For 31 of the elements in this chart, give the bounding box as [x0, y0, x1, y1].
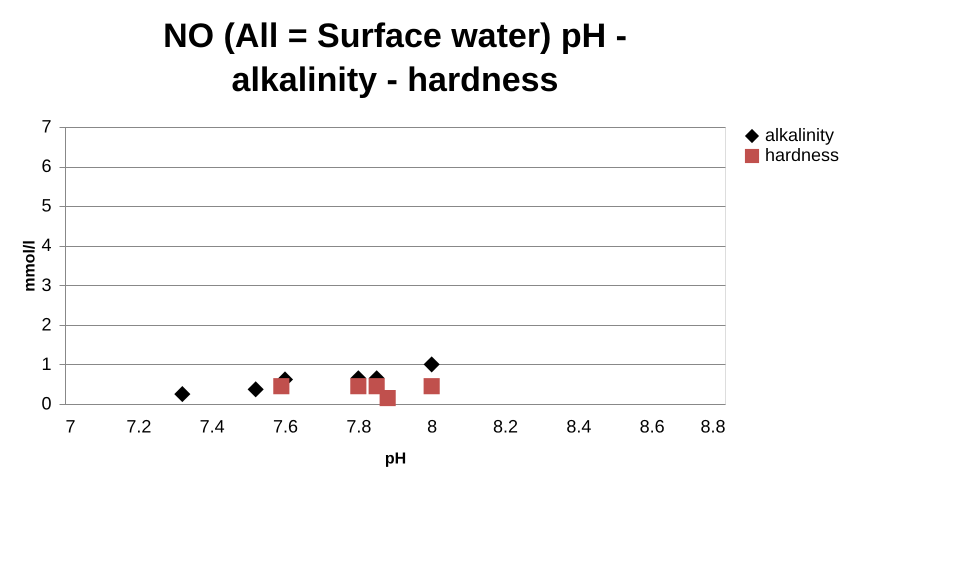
point	[273, 378, 290, 394]
x-tick-label: 7.2	[126, 416, 152, 436]
y-tick-label: 5	[41, 196, 52, 216]
legend-label: alkalinity	[765, 125, 834, 145]
x-tick-label: 8.4	[566, 416, 592, 436]
point	[368, 378, 385, 394]
x-tick-label: 7.8	[346, 416, 372, 436]
x-tick-label: 8.2	[492, 416, 518, 436]
point	[424, 378, 440, 394]
y-axis-title: mmol/l	[21, 240, 38, 292]
y-tick-label: 3	[41, 274, 52, 295]
y-tick-label: 4	[41, 235, 52, 256]
x-tick-label: 7.6	[272, 416, 298, 436]
x-tick-label: 8	[427, 416, 438, 436]
x-tick-label: 7	[66, 416, 76, 436]
y-tick-label: 7	[41, 116, 52, 136]
y-tick-label: 0	[41, 394, 52, 414]
point	[248, 381, 264, 398]
chart-title: NO (All = Surface water) pH - alkalinity - hardness	[163, 17, 627, 99]
x-tick-label: 8.6	[640, 416, 665, 436]
y-tick-label: 6	[41, 156, 52, 176]
point	[350, 378, 366, 394]
y-tick-label: 1	[41, 354, 52, 374]
y-tick-label: 2	[41, 314, 52, 334]
point	[424, 356, 440, 372]
x-tick-label: 8.8	[700, 416, 726, 436]
x-axis-title: pH	[384, 450, 406, 468]
legend-label: hardness	[765, 145, 840, 165]
x-tick-label: 7.4	[200, 416, 225, 436]
point	[174, 386, 190, 402]
point	[380, 390, 396, 406]
